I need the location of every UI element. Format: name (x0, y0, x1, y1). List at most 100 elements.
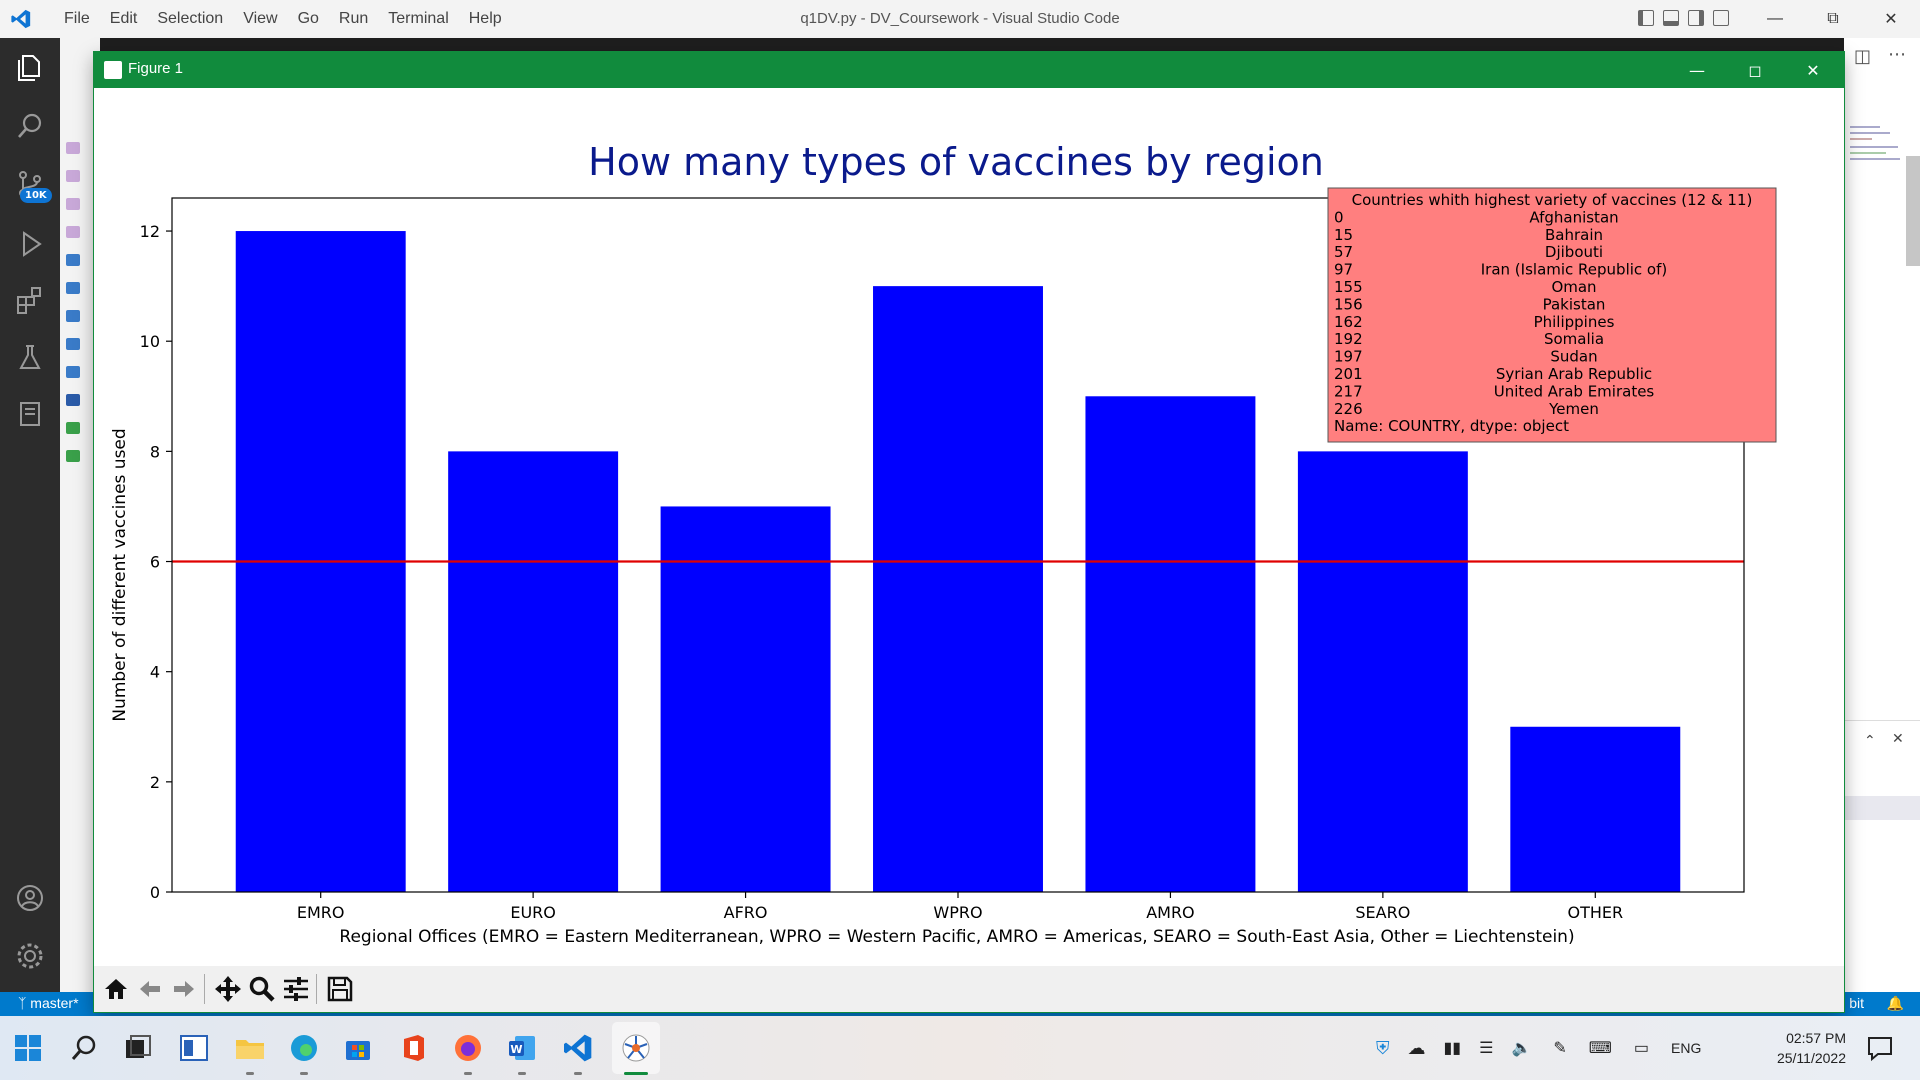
python-file-icon (66, 338, 80, 350)
accounts-icon[interactable] (14, 882, 46, 914)
menu-run[interactable]: Run (338, 10, 369, 27)
annotation-row-index: 156 (1334, 295, 1363, 313)
chart-title: How many types of vaccines by region (588, 140, 1324, 184)
notification-center-icon[interactable] (1864, 1032, 1896, 1064)
figure-close-icon[interactable]: ✕ (1806, 60, 1820, 80)
menu-help[interactable]: Help (468, 10, 502, 27)
annotation-row-index: 192 (1334, 330, 1363, 348)
menu-terminal[interactable]: Terminal (388, 10, 449, 27)
restore-icon[interactable]: ⧉ (1827, 10, 1839, 27)
remote-explorer-icon[interactable] (14, 398, 46, 430)
annotation-row-country: Djibouti (1545, 243, 1603, 261)
testing-icon[interactable] (14, 342, 46, 374)
word-file-icon (66, 394, 80, 406)
forward-arrow-icon[interactable] (168, 973, 200, 1005)
figure-app-icon (104, 61, 122, 79)
status-right-item[interactable]: bit (1849, 995, 1864, 1011)
minimize-icon[interactable]: — (1767, 10, 1783, 27)
vscode-window-controls: — ⧉ ✕ (1746, 0, 1920, 38)
menu-selection[interactable]: Selection (157, 10, 224, 27)
bar-amro (1085, 396, 1256, 892)
extensions-icon[interactable] (14, 284, 46, 316)
explorer-icon[interactable] (14, 52, 46, 84)
office-icon[interactable] (398, 1032, 430, 1064)
menu-view[interactable]: View (243, 10, 278, 27)
activity-bar: 10K (0, 38, 60, 992)
run-debug-icon[interactable] (14, 228, 46, 260)
volume-icon[interactable]: 🔈 (1511, 1040, 1532, 1057)
annotation-row-index: 0 (1334, 208, 1344, 226)
menu-go[interactable]: Go (297, 10, 319, 27)
widgets-icon[interactable] (178, 1032, 210, 1064)
toolbar-separator (316, 974, 317, 1004)
home-icon[interactable] (100, 973, 132, 1005)
annotation-row-country: Iran (Islamic Republic of) (1481, 261, 1668, 279)
x-tick-label: WPRO (933, 903, 982, 922)
toggle-sidebar-icon[interactable] (1638, 10, 1654, 26)
display-icon[interactable]: ▭ (1633, 1040, 1649, 1057)
battery-icon[interactable]: ▮▮ (1443, 1040, 1462, 1057)
annotation-footer: Name: COUNTRY, dtype: object (1334, 417, 1569, 435)
panel-highlight-row (1844, 796, 1920, 820)
running-indicator (300, 1072, 308, 1075)
clock-date: 25/11/2022 (1776, 1050, 1846, 1066)
split-editor-icon[interactable]: ◫ (1854, 46, 1872, 67)
python-figure-taskbar-icon[interactable] (620, 1032, 652, 1064)
annotation-row-country: Oman (1551, 278, 1596, 296)
menu-file[interactable]: File (64, 10, 90, 27)
source-control-badge: 10K (20, 188, 52, 203)
toggle-panel-icon[interactable] (1663, 10, 1679, 26)
search-icon[interactable] (14, 110, 46, 142)
configure-subplots-icon[interactable] (280, 973, 312, 1005)
customize-layout-icon[interactable] (1713, 10, 1729, 26)
file-explorer-icon[interactable] (234, 1032, 266, 1064)
scrollbar-thumb[interactable] (1906, 156, 1920, 266)
python-file-icon (66, 366, 80, 378)
file-icon (66, 142, 80, 154)
edge-browser-icon[interactable] (288, 1032, 320, 1064)
branch-name: master* (30, 995, 79, 1011)
vscode-logo-icon (11, 9, 31, 29)
pen-icon[interactable]: ✎ (1553, 1040, 1567, 1057)
spreadsheet-file-icon (66, 450, 80, 462)
clock-time: 02:57 PM (1786, 1030, 1846, 1046)
microsoft-store-icon[interactable] (342, 1032, 374, 1064)
close-panel-icon[interactable]: ✕ (1892, 731, 1904, 747)
y-tick-label: 0 (150, 883, 160, 902)
toggle-secondary-sidebar-icon[interactable] (1688, 10, 1704, 26)
firefox-icon[interactable] (452, 1032, 484, 1064)
y-tick-label: 8 (150, 442, 160, 461)
file-icon (66, 226, 80, 238)
wifi-icon[interactable]: ☰ (1479, 1040, 1494, 1057)
figure-toolbar (94, 966, 1844, 1012)
figure-minimize-icon[interactable]: — (1689, 60, 1705, 80)
bar-other (1510, 726, 1681, 892)
close-icon[interactable]: ✕ (1884, 11, 1898, 28)
save-figure-icon[interactable] (324, 973, 356, 1005)
defender-shield-icon[interactable]: ⛨ (1376, 1037, 1390, 1058)
pan-move-icon[interactable] (212, 973, 244, 1005)
language-indicator[interactable]: ENG (1671, 1040, 1702, 1056)
notifications-bell-icon[interactable]: 🔔 (1886, 995, 1904, 1011)
taskbar-clock[interactable]: 02:57 PM 25/11/2022 (1760, 1028, 1846, 1068)
word-icon[interactable]: W (506, 1032, 538, 1064)
touch-keyboard-icon[interactable]: ⌨ (1588, 1040, 1612, 1057)
chevron-up-icon[interactable]: ⌃ (1864, 733, 1876, 749)
git-branch-status[interactable]: ᛉ master* (18, 995, 79, 1011)
vscode-taskbar-icon[interactable] (562, 1032, 594, 1064)
annotation-row-index: 197 (1334, 348, 1363, 366)
more-actions-icon[interactable]: ⋯ (1888, 44, 1906, 65)
manage-gear-icon[interactable] (14, 940, 46, 972)
menu-edit[interactable]: Edit (109, 10, 138, 27)
zoom-magnifier-icon[interactable] (246, 973, 278, 1005)
task-view-icon[interactable] (122, 1032, 154, 1064)
onedrive-icon[interactable]: ☁ (1407, 1037, 1426, 1058)
running-indicator (518, 1072, 526, 1075)
bar-chart: How many types of vaccines by region 0 2 4… (110, 140, 1777, 947)
back-arrow-icon[interactable] (134, 973, 166, 1005)
annotation-row-index: 155 (1334, 278, 1363, 296)
explorer-sidebar (60, 38, 100, 992)
taskbar-search-icon[interactable] (68, 1032, 100, 1064)
figure-maximize-icon[interactable]: ◻ (1748, 60, 1762, 80)
windows-start-icon[interactable] (12, 1032, 44, 1064)
